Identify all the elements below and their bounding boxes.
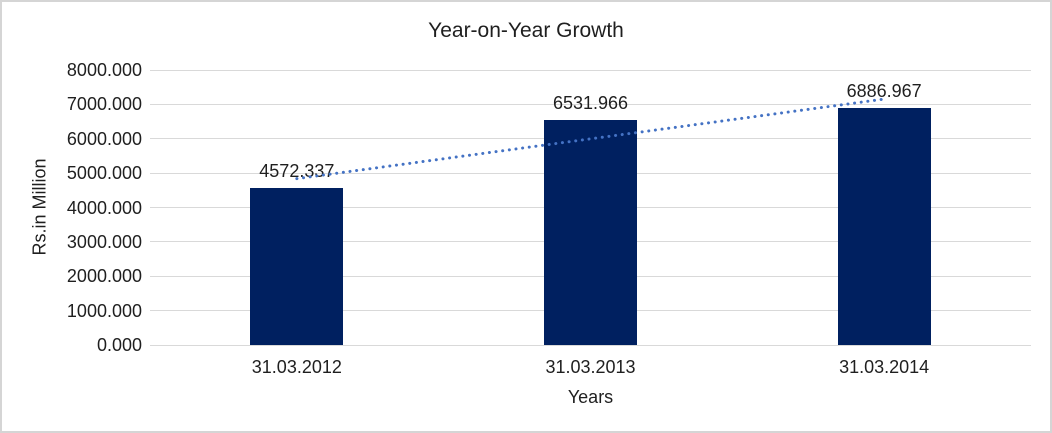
gridline xyxy=(150,344,1031,346)
gridline xyxy=(150,69,1031,71)
bar xyxy=(837,108,931,345)
y-axis-tick-label: 2000.000 xyxy=(66,266,142,287)
data-label: 6886.967 xyxy=(846,81,922,102)
data-label: 6531.966 xyxy=(552,93,629,114)
x-axis-title: Years xyxy=(567,387,614,407)
y-axis-tick-label: 1000.000 xyxy=(66,300,142,321)
bar xyxy=(250,187,344,345)
x-axis-tick-label: 31.03.2012 xyxy=(251,357,342,377)
y-axis-tick-label: 7000.000 xyxy=(66,94,142,115)
y-axis-tick-label: 8000.000 xyxy=(66,60,142,80)
y-axis-tick-label: 3000.000 xyxy=(66,231,142,252)
bar xyxy=(544,120,637,345)
x-axis-tick-label: 31.03.2013 xyxy=(545,357,636,377)
x-axis-tick-label: 31.03.2014 xyxy=(839,357,930,377)
y-axis-tick-label: 0.000 xyxy=(96,335,142,355)
data-label: 4572.337 xyxy=(259,160,335,181)
y-axis-tick-label: 4000.000 xyxy=(66,197,142,218)
y-axis-tick-label: 6000.000 xyxy=(66,128,142,149)
y-axis-tick-label: 5000.000 xyxy=(66,163,142,184)
chart-title: Year-on-Year Growth xyxy=(428,19,624,42)
